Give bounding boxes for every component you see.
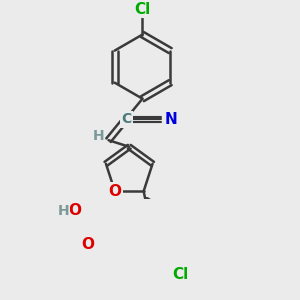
Text: C: C xyxy=(121,112,131,126)
Text: H: H xyxy=(92,129,104,143)
Text: Cl: Cl xyxy=(134,2,151,16)
Text: O: O xyxy=(81,237,94,252)
Text: O: O xyxy=(68,203,81,218)
Text: O: O xyxy=(108,184,121,199)
Text: Cl: Cl xyxy=(173,267,189,282)
Text: N: N xyxy=(164,112,177,127)
Text: H: H xyxy=(57,204,69,218)
